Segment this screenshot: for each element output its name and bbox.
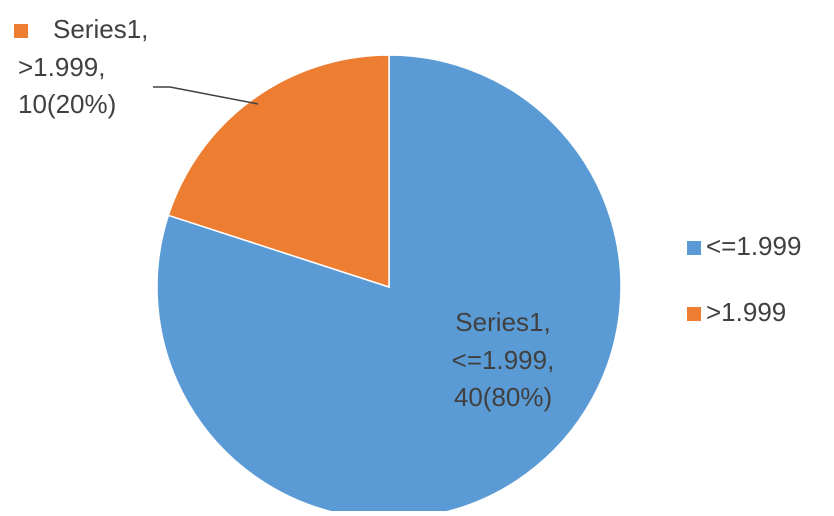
legend: <=1.999 >1.999 (687, 231, 801, 327)
data-label-line: >1.999, (18, 52, 105, 82)
data-label-gt-1-999: Series1, >1.999, 10(20%) (18, 14, 148, 119)
data-label-line: 10(20%) (18, 89, 116, 119)
data-label-line: Series1, (455, 307, 550, 337)
data-label-line: Series1, (53, 14, 148, 44)
pie-slices (156, 54, 622, 516)
legend-label-le-1-999: <=1.999 (706, 231, 801, 261)
pie-slice-gt-1-999 (167, 54, 390, 289)
leader-lines (153, 86, 259, 105)
data-label-line: <=1.999, (452, 345, 555, 375)
data-label-swatch-gt-1-999 (14, 24, 28, 38)
leader-line-gt-1-999 (153, 86, 259, 105)
data-label-le-1-999: Series1, <=1.999, 40(80%) (452, 307, 555, 412)
legend-swatch-le-1-999 (687, 241, 701, 255)
data-label-line: 40(80%) (454, 382, 552, 412)
data-labels: Series1, <=1.999, 40(80%) Series1, >1.999, 10… (14, 14, 554, 412)
legend-label-gt-1-999: >1.999 (706, 297, 786, 327)
legend-swatch-gt-1-999 (687, 307, 701, 321)
